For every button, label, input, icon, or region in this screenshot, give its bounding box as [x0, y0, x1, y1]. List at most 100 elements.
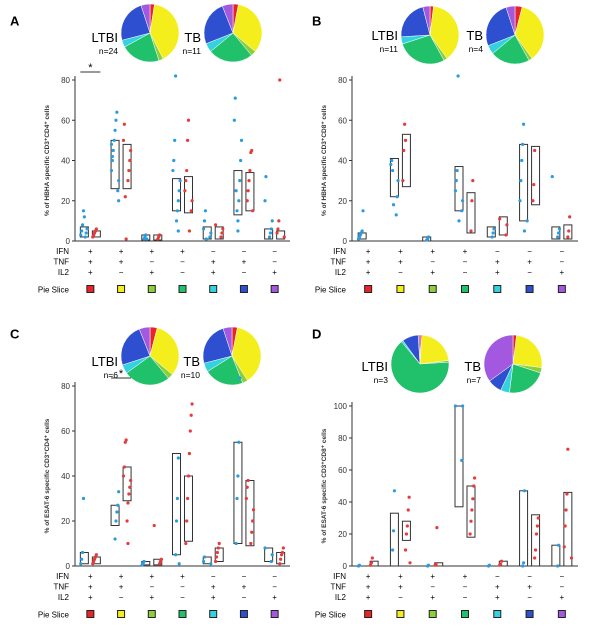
data-point-tb: [403, 138, 408, 142]
data-point-tb: [470, 508, 474, 512]
pie-slice-swatch: [270, 610, 279, 618]
data-point-ltbi: [521, 561, 526, 565]
data-point-tb: [564, 508, 568, 512]
data-point-ltbi: [117, 490, 121, 494]
data-point-tb: [468, 532, 472, 536]
combo-sign: −: [242, 247, 247, 256]
data-point-tb: [472, 484, 476, 488]
data-point-ltbi: [270, 553, 274, 557]
data-point-tb: [403, 122, 407, 126]
data-point-tb: [127, 492, 131, 496]
data-point-ltbi: [209, 231, 213, 235]
pie-chart-tb: [483, 334, 543, 394]
data-point-tb: [94, 553, 98, 557]
pie-slice-swatch: [178, 610, 187, 618]
y-tick-label: 40: [61, 472, 70, 481]
combo-sign: −: [560, 572, 565, 581]
data-point-ltbi: [426, 235, 431, 239]
iqr-box: [172, 178, 181, 212]
data-point-tb: [473, 476, 477, 480]
data-point-ltbi: [171, 168, 175, 173]
data-point-tb: [215, 550, 220, 555]
data-point-tb: [402, 148, 406, 153]
data-point-ltbi: [453, 404, 457, 408]
data-point-tb: [214, 223, 218, 227]
data-point-tb: [184, 179, 188, 183]
combo-sign: −: [180, 268, 185, 277]
data-point-tb: [536, 516, 540, 520]
combo-sign: −: [149, 258, 154, 267]
combo-sign: +: [88, 593, 93, 602]
combo-sign: +: [463, 572, 468, 581]
data-point-tb: [247, 179, 251, 183]
data-point-tb: [123, 195, 127, 199]
data-point-ltbi: [453, 189, 457, 193]
row-label-tnf: TNF: [330, 258, 346, 267]
data-point-ltbi: [79, 562, 83, 566]
data-point-tb: [566, 235, 570, 239]
y-tick-label: 0: [66, 237, 71, 246]
pie-slice-swatch: [557, 610, 566, 618]
y-tick-label: 80: [61, 76, 70, 85]
pie-slice: [126, 355, 169, 386]
y-tick-label: 60: [338, 466, 347, 475]
data-point-tb: [248, 168, 252, 173]
combo-sign: −: [180, 258, 185, 267]
data-point-ltbi: [176, 199, 180, 203]
data-point-tb: [369, 561, 374, 565]
combo-sign: +: [180, 572, 185, 581]
data-point-ltbi: [79, 233, 83, 237]
combo-sign: −: [272, 583, 277, 592]
data-point-tb: [504, 233, 508, 237]
row-label-il2: IL2: [58, 593, 70, 602]
data-point-ltbi: [110, 154, 114, 159]
iqr-box: [214, 547, 224, 562]
pie-slice: [222, 326, 233, 357]
y-tick-label: 40: [338, 157, 347, 166]
data-point-tb: [127, 168, 131, 173]
data-point-ltbi: [232, 118, 236, 122]
iqr-box: [389, 157, 399, 198]
data-point-ltbi: [556, 564, 560, 568]
pie-n-label: n=11: [182, 46, 201, 56]
iqr-box: [110, 504, 120, 526]
data-point-ltbi: [84, 231, 88, 235]
data-point-tb: [401, 179, 405, 183]
data-point-tb: [498, 562, 503, 567]
iqr-box: [389, 512, 399, 567]
row-label-tnf: TNF: [53, 583, 69, 592]
y-tick-label: 20: [338, 530, 347, 539]
data-point-ltbi: [455, 168, 459, 173]
data-point-ltbi: [82, 215, 86, 219]
data-point-ltbi: [116, 503, 120, 507]
pie-slice-swatch: [428, 285, 437, 293]
pie-group-label: LTBI: [92, 30, 119, 45]
combo-sign: +: [149, 572, 154, 581]
pie-slice: [505, 5, 516, 36]
combo-sign: −: [463, 258, 468, 267]
iqr-box: [79, 552, 89, 565]
pie-slice-swatch: [428, 610, 437, 618]
iqr-box: [519, 143, 529, 222]
combo-sign: +: [495, 593, 500, 602]
data-point-tb: [124, 438, 128, 442]
data-point-ltbi: [202, 219, 207, 223]
pie-slice: [221, 3, 234, 34]
data-point-ltbi: [391, 203, 396, 207]
data-point-ltbi: [460, 458, 464, 462]
y-tick-label: 60: [61, 427, 70, 436]
data-point-tb: [186, 496, 190, 501]
row-label-tnf: TNF: [53, 258, 69, 267]
combo-sign: −: [242, 593, 247, 602]
pie-n-label: n=10: [181, 370, 200, 380]
iqr-box: [551, 544, 561, 567]
data-point-ltbi: [270, 219, 274, 223]
data-point-ltbi: [80, 223, 85, 227]
data-point-tb: [244, 496, 248, 501]
iqr-box: [122, 143, 132, 190]
pie-slice: [140, 3, 151, 34]
data-point-ltbi: [238, 179, 242, 183]
data-point-ltbi: [395, 195, 399, 199]
iqr-box: [184, 176, 193, 214]
combo-sign: +: [495, 268, 500, 277]
